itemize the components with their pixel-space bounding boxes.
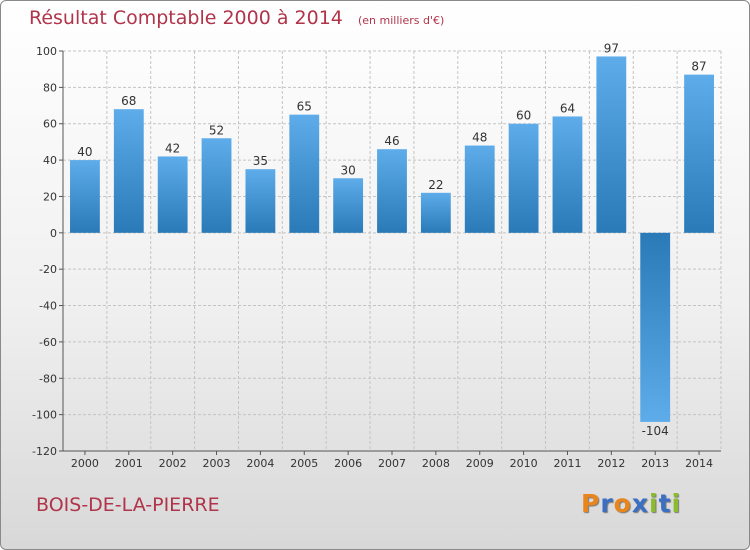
x-tick-label: 2002 <box>159 457 187 470</box>
chart-subtitle: (en milliers d'€) <box>357 14 445 27</box>
y-tick-label: 100 <box>36 45 57 58</box>
logo-letter: t <box>658 489 672 518</box>
bar <box>70 160 100 233</box>
bar <box>684 74 714 233</box>
bar-value-label: 87 <box>691 60 706 74</box>
logo-letter: P <box>581 489 601 518</box>
y-tick-label: -100 <box>32 409 57 422</box>
bar-value-label: 97 <box>604 41 619 55</box>
y-tick-label: -80 <box>39 372 57 385</box>
bar <box>289 114 320 233</box>
x-tick-label: 2010 <box>510 457 538 470</box>
x-tick-label: 2011 <box>553 457 581 470</box>
grid-layer <box>62 50 722 452</box>
y-tick-label: -40 <box>39 300 57 313</box>
bar-value-label: 68 <box>121 94 136 108</box>
y-tick-label: 40 <box>43 154 57 167</box>
logo-letter: r <box>600 489 614 518</box>
x-tick-label: 2004 <box>246 457 274 470</box>
axis-layer: 100 80 60 40 20 0 -20 -40 -60 -80 -100 -120 2000 2001… <box>32 45 721 470</box>
proxiti-logo: Proxiti <box>581 489 681 518</box>
x-tick-label: 2014 <box>685 457 713 470</box>
y-tick-label: 20 <box>43 190 57 203</box>
bar-value-label: 52 <box>209 123 224 137</box>
logo-letter: i <box>671 489 682 518</box>
bar-value-label: 64 <box>560 101 575 115</box>
bar <box>596 56 627 233</box>
x-tick-label: 2006 <box>334 457 362 470</box>
logo-letter: i <box>649 489 659 518</box>
bar <box>113 109 144 233</box>
label-layer: 40 68 42 52 35 65 30 46 22 48 60 64 97 -104 87 <box>77 41 706 437</box>
x-tick-label: 2013 <box>641 457 669 470</box>
y-tick-label: 80 <box>43 81 57 94</box>
bar <box>333 178 364 233</box>
x-tick-label: 2005 <box>290 457 318 470</box>
bar <box>157 156 188 233</box>
bar-value-label: -104 <box>642 424 669 438</box>
bar <box>245 169 276 233</box>
bar-value-label: 48 <box>472 131 487 145</box>
x-tick-label: 2012 <box>597 457 625 470</box>
bar-value-label: 60 <box>516 109 531 123</box>
bar <box>420 192 451 233</box>
commune-name: BOIS-DE-LA-PIERRE <box>36 494 220 516</box>
bar <box>377 149 407 233</box>
x-tick-label: 2009 <box>466 457 494 470</box>
y-tick-label: 0 <box>50 227 57 240</box>
bar-value-label: 65 <box>297 100 312 114</box>
chart-title: Résultat Comptable 2000 à 2014 <box>29 7 343 29</box>
title-block: Résultat Comptable 2000 à 2014 (en milli… <box>29 7 444 29</box>
y-tick-label: -120 <box>32 445 57 458</box>
x-tick-label: 2007 <box>378 457 406 470</box>
logo-letter: x <box>631 489 649 518</box>
y-tick-label: -20 <box>39 263 57 276</box>
bar <box>552 116 583 233</box>
y-tick-label: -60 <box>39 336 57 349</box>
x-tick-label: 2001 <box>115 457 143 470</box>
x-tick-label: 2008 <box>422 457 450 470</box>
y-tick-label: 60 <box>43 118 57 131</box>
bar-value-label: 30 <box>340 163 355 177</box>
bar <box>464 145 495 233</box>
x-tick-label: 2000 <box>71 457 99 470</box>
bar-layer <box>70 56 714 422</box>
bar-value-label: 42 <box>165 141 180 155</box>
bar-value-label: 22 <box>428 178 443 192</box>
bar <box>640 232 671 422</box>
bar-value-label: 46 <box>384 134 399 148</box>
bar <box>201 138 232 233</box>
bar-value-label: 40 <box>77 145 92 159</box>
x-tick-label: 2003 <box>203 457 231 470</box>
bar-value-label: 35 <box>253 154 268 168</box>
bar <box>508 123 539 233</box>
logo-letter: o <box>613 489 632 518</box>
